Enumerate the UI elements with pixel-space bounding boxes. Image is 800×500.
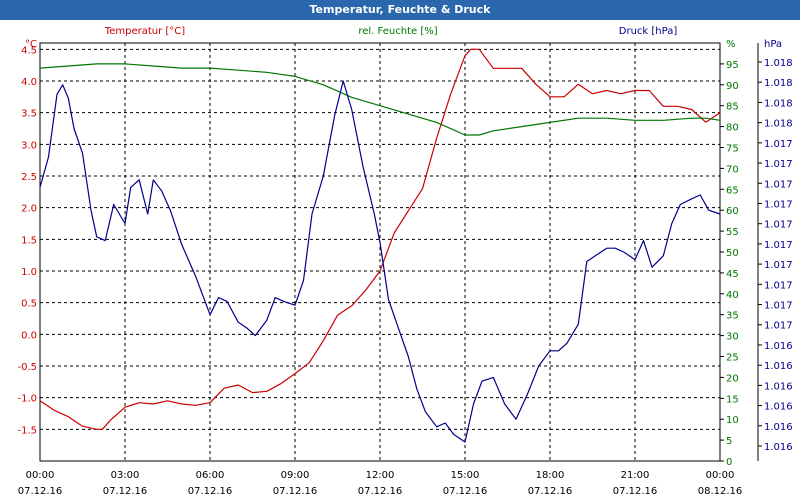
humidity-tick-label: 15 (726, 394, 739, 405)
temperature-tick-label: 0.0 (21, 330, 37, 341)
x-tick-time-label: 18:00 (536, 470, 565, 481)
x-tick-date-label: 07.12.16 (273, 486, 318, 497)
x-tick-time-label: 09:00 (281, 470, 310, 481)
x-tick-time-label: 12:00 (366, 470, 395, 481)
pressure-series-line (39, 80, 721, 443)
pressure-tick-label: 1.018 (764, 58, 793, 69)
x-tick-date-label: 07.12.16 (613, 486, 658, 497)
pressure-tick-label: 1.016 (764, 341, 793, 352)
humidity-tick-label: 55 (726, 227, 739, 238)
humidity-tick-label: 20 (726, 373, 739, 384)
x-tick-time-label: 06:00 (196, 470, 225, 481)
x-tick-time-label: 00:00 (26, 470, 55, 481)
pressure-tick-label: 1.017 (764, 139, 793, 150)
humidity-tick-label: 70 (726, 164, 739, 175)
x-tick-date-label: 08.12.16 (698, 486, 743, 497)
temperature-tick-label: -0.5 (17, 362, 37, 373)
pressure-tick-label: 1.017 (764, 220, 793, 231)
temperature-tick-label: 2.5 (21, 172, 37, 183)
temperature-series-line (39, 48, 721, 430)
temperature-tick-label: 3.5 (21, 109, 37, 120)
pressure-tick-label: 1.018 (764, 119, 793, 130)
temperature-tick-label: -1.0 (17, 394, 37, 405)
humidity-tick-label: 90 (726, 81, 739, 92)
humidity-tick-label: 50 (726, 248, 739, 259)
x-tick-date-label: 07.12.16 (528, 486, 573, 497)
axis-labels: 00:00 07.12.16 03:00 07.12.16 06:00 07.12.16 0… (17, 26, 792, 497)
x-tick-date-label: 07.12.16 (18, 486, 63, 497)
humidity-tick-label: 45 (726, 269, 739, 280)
plot-frame (39, 42, 762, 462)
pressure-axis-title: Druck [hPa] (619, 26, 678, 37)
temperature-tick-label: 0.5 (21, 299, 37, 310)
x-tick-time-label: 21:00 (621, 470, 650, 481)
humidity-tick-label: 30 (726, 332, 739, 343)
window-title: Temperatur, Feuchte & Druck (0, 0, 800, 20)
pressure-tick-label: 1.016 (764, 442, 793, 453)
temperature-tick-label: 2.0 (21, 204, 37, 215)
temperature-tick-label: 3.0 (21, 140, 37, 151)
humidity-series-line (39, 63, 721, 136)
humidity-tick-label: 0 (726, 457, 732, 468)
humidity-tick-label: 60 (726, 206, 739, 217)
temperature-unit-label: °C (25, 39, 37, 50)
x-tick-date-label: 07.12.16 (103, 486, 148, 497)
humidity-axis-title: rel. Feuchte [%] (358, 26, 437, 37)
humidity-tick-label: 40 (726, 290, 739, 301)
humidity-tick-label: 10 (726, 415, 739, 426)
humidity-tick-label: 35 (726, 311, 739, 322)
grid (40, 43, 720, 461)
pressure-tick-label: 1.016 (764, 361, 793, 372)
pressure-tick-label: 1.017 (764, 179, 793, 190)
humidity-tick-label: 75 (726, 144, 739, 155)
humidity-tick-label: 85 (726, 102, 739, 113)
pressure-tick-label: 1.017 (764, 321, 793, 332)
temperature-tick-label: 1.5 (21, 235, 37, 246)
pressure-tick-label: 1.017 (764, 301, 793, 312)
pressure-tick-label: 1.018 (764, 98, 793, 109)
x-tick-time-label: 15:00 (451, 470, 480, 481)
humidity-tick-label: 80 (726, 123, 739, 134)
pressure-tick-label: 1.016 (764, 422, 793, 433)
pressure-tick-label: 1.018 (764, 78, 793, 89)
series-lines (39, 48, 721, 443)
temperature-tick-label: -1.5 (17, 425, 37, 436)
humidity-tick-label: 65 (726, 185, 739, 196)
humidity-unit-label: % (726, 39, 736, 50)
x-tick-date-label: 07.12.16 (188, 486, 233, 497)
temperature-tick-label: 4.0 (21, 77, 37, 88)
pressure-tick-label: 1.016 (764, 381, 793, 392)
x-tick-time-label: 00:00 (706, 470, 735, 481)
pressure-tick-label: 1.017 (764, 199, 793, 210)
humidity-tick-label: 5 (726, 436, 732, 447)
humidity-tick-label: 95 (726, 60, 739, 71)
pressure-tick-label: 1.017 (764, 260, 793, 271)
humidity-tick-label: 25 (726, 353, 739, 364)
pressure-unit-label: hPa (764, 39, 782, 50)
temperature-tick-label: 4.5 (21, 45, 37, 56)
temperature-tick-label: 1.0 (21, 267, 37, 278)
pressure-tick-label: 1.017 (764, 159, 793, 170)
x-tick-date-label: 07.12.16 (358, 486, 403, 497)
pressure-tick-label: 1.016 (764, 402, 793, 413)
temperature-axis-title: Temperatur [°C] (104, 26, 185, 37)
pressure-tick-label: 1.017 (764, 280, 793, 291)
x-tick-time-label: 03:00 (111, 470, 140, 481)
pressure-tick-label: 1.017 (764, 240, 793, 251)
x-tick-date-label: 07.12.16 (443, 486, 488, 497)
